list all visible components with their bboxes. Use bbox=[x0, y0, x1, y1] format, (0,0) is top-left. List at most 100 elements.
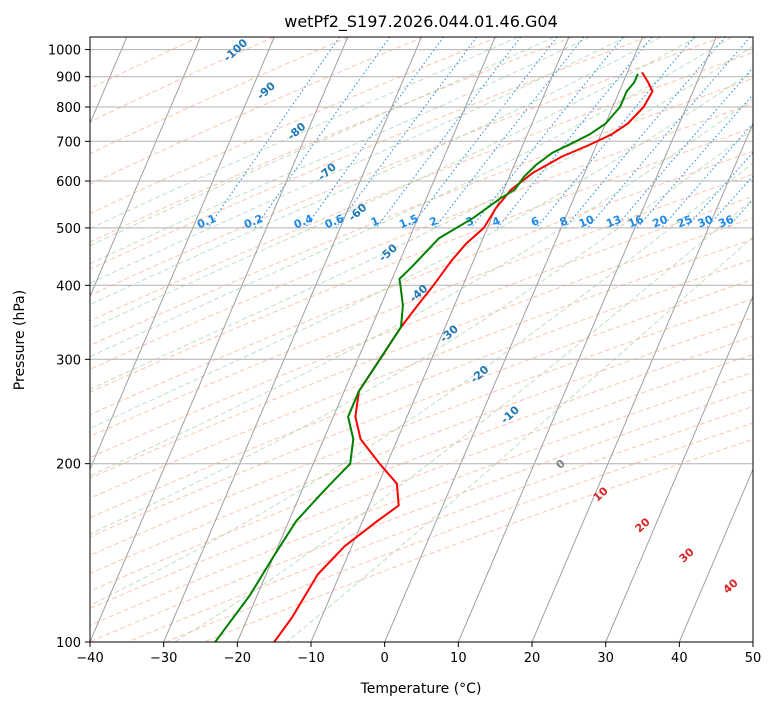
y-tick-label: 700 bbox=[56, 135, 81, 150]
isotherm bbox=[752, 640, 753, 642]
moist-adiabat-label: 0 bbox=[553, 457, 568, 472]
dry-adiabat bbox=[90, 195, 753, 459]
x-tick-label: 10 bbox=[450, 651, 467, 666]
moist-adiabat bbox=[90, 98, 753, 477]
dry-adiabat bbox=[127, 405, 753, 642]
mixing-ratio-label: 3 bbox=[464, 214, 476, 229]
x-tick-label: 20 bbox=[524, 651, 541, 666]
dry-adiabat bbox=[203, 438, 753, 642]
y-tick-label: 200 bbox=[56, 458, 81, 473]
axes: −40 −30 −20 −10 0 10 20 30 40 5010020030040050060… bbox=[48, 36, 762, 666]
mixing-ratio-label: 13 bbox=[604, 213, 623, 231]
dry-adiabat-label: -60 bbox=[346, 201, 370, 224]
dry-adiabat-label: -10 bbox=[498, 403, 522, 426]
mixing-ratio-line bbox=[497, 37, 653, 229]
mixing-ratio-label: 2 bbox=[428, 214, 440, 229]
mixing-ratio-line bbox=[727, 198, 753, 229]
dry-adiabat bbox=[90, 37, 648, 270]
moist-adiabat bbox=[90, 45, 753, 390]
mixing-ratio-label: 16 bbox=[626, 213, 645, 231]
moist-adiabat bbox=[90, 37, 732, 358]
mixing-ratio-label: 8 bbox=[558, 214, 570, 229]
moist-adiabat bbox=[90, 37, 555, 247]
dry-adiabat-label: -100 bbox=[221, 36, 250, 64]
y-axis-title: Pressure (hPa) bbox=[12, 290, 28, 390]
mixing-ratio-label: 0.2 bbox=[242, 212, 265, 231]
moist-adiabat-label: 20 bbox=[633, 515, 653, 535]
dry-adiabat bbox=[90, 388, 753, 642]
y-tick-label: 1000 bbox=[48, 44, 81, 59]
isotherm bbox=[605, 295, 753, 642]
dry-adiabat bbox=[90, 37, 424, 185]
isotherm bbox=[163, 37, 422, 642]
isotherm bbox=[384, 37, 643, 642]
x-tick-label: 40 bbox=[671, 651, 688, 666]
isotherm bbox=[457, 37, 717, 642]
isotherm bbox=[236, 37, 496, 642]
dewpoint-profile bbox=[214, 73, 639, 642]
isotherm bbox=[531, 122, 753, 642]
profiles bbox=[214, 71, 654, 642]
isotherm bbox=[90, 37, 201, 298]
moist-adiabat bbox=[90, 37, 519, 230]
dry-adiabat bbox=[90, 150, 753, 416]
dry-adiabat-label: -80 bbox=[285, 120, 309, 143]
dry-adiabat-label: -90 bbox=[254, 79, 278, 102]
x-tick-label: −10 bbox=[297, 651, 324, 666]
dry-adiabat bbox=[90, 77, 753, 346]
isotherm bbox=[678, 467, 753, 642]
y-tick-label: 500 bbox=[56, 222, 81, 237]
mixing-ratio-line bbox=[207, 37, 341, 229]
dry-adiabat-label: -20 bbox=[468, 363, 492, 386]
mixing-ratio-line bbox=[685, 151, 753, 229]
dry-adiabat bbox=[90, 278, 753, 538]
dry-adiabat bbox=[90, 217, 753, 479]
mixing-ratio-line bbox=[304, 37, 445, 229]
moist-adiabat bbox=[90, 70, 753, 429]
mixing-ratio-label: 10 bbox=[577, 213, 596, 231]
dry-adiabat bbox=[90, 37, 573, 243]
y-tick-label: 300 bbox=[56, 353, 81, 368]
y-tick-label: 900 bbox=[56, 71, 81, 86]
mixing-ratio-line bbox=[335, 37, 478, 229]
dry-adiabat bbox=[90, 37, 274, 123]
moist-adiabat-label: 30 bbox=[677, 545, 697, 565]
mixing-ratio-line bbox=[536, 37, 695, 229]
mixing-ratio-line bbox=[587, 37, 751, 229]
isotherm bbox=[310, 37, 570, 642]
plot-frame bbox=[89, 36, 754, 643]
mixing-ratio-line bbox=[636, 93, 753, 229]
mixing-ratio-label: 1 bbox=[369, 214, 381, 229]
dry-adiabat bbox=[90, 298, 753, 556]
temperature-profile bbox=[273, 71, 654, 642]
dry-adiabat bbox=[90, 173, 753, 437]
x-tick-label: −40 bbox=[76, 651, 103, 666]
mixing-ratio-label: 4 bbox=[490, 214, 502, 229]
dry-adiabat bbox=[90, 37, 723, 297]
y-tick-label: 600 bbox=[56, 175, 81, 190]
moist-adiabat bbox=[90, 128, 753, 535]
moist-adiabat bbox=[90, 37, 662, 306]
mixing-ratio-line bbox=[434, 37, 585, 229]
mixing-ratio-line bbox=[661, 122, 753, 229]
x-tick-label: −20 bbox=[224, 651, 251, 666]
mixing-ratio-label: 0.4 bbox=[292, 212, 315, 231]
mixing-ratio-label: 36 bbox=[717, 213, 736, 231]
x-tick-label: 50 bbox=[745, 651, 762, 666]
dry-adiabat-label: -30 bbox=[437, 322, 461, 345]
isotherm bbox=[90, 37, 349, 642]
moist-adiabat-label: 40 bbox=[721, 576, 741, 596]
dry-adiabat bbox=[90, 102, 753, 370]
x-tick-label: 30 bbox=[597, 651, 614, 666]
dry-adiabat bbox=[90, 238, 753, 499]
x-tick-label: 0 bbox=[381, 651, 389, 666]
dry-adiabat bbox=[165, 422, 753, 642]
mixing-ratio-label: 6 bbox=[529, 214, 541, 229]
dry-adiabat bbox=[90, 317, 753, 574]
dry-adiabat bbox=[90, 335, 753, 592]
mixing-ratio-label: 0.6 bbox=[323, 212, 346, 231]
chart-title: wetPf2_S197.2026.044.01.46.G04 bbox=[284, 12, 558, 32]
moist-adiabat bbox=[90, 37, 591, 265]
mixing-ratio-label: 20 bbox=[651, 213, 670, 231]
